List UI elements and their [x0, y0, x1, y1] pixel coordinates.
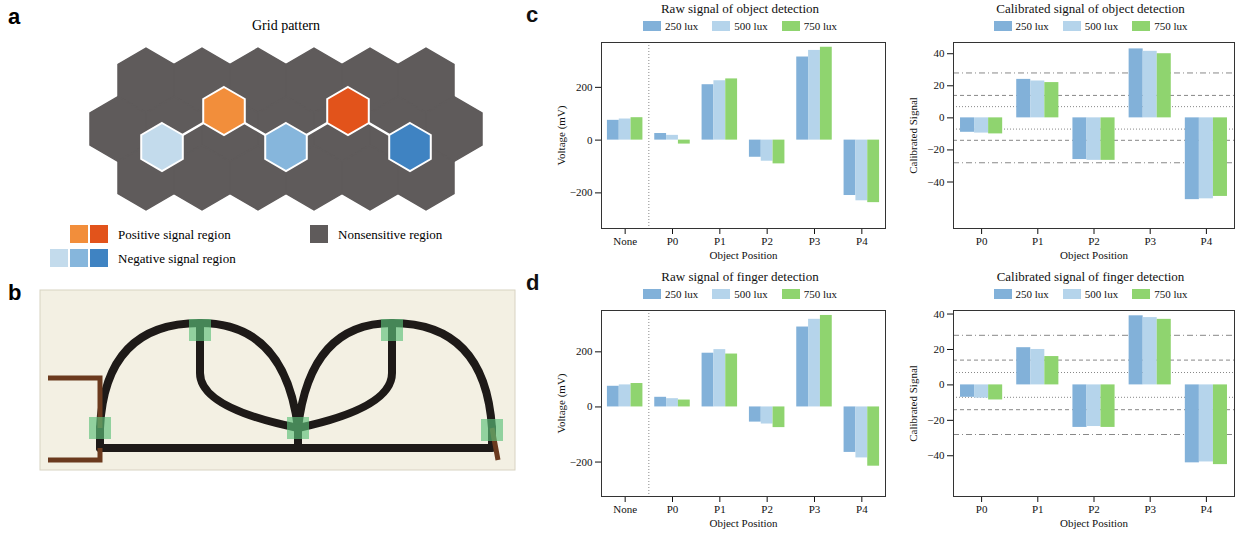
svg-text:−40: −40 — [927, 176, 945, 188]
svg-text:Object Position: Object Position — [709, 249, 778, 261]
svg-text:P2: P2 — [761, 235, 773, 247]
html-text:Calibrated signal of finger de: Calibrated signal of finger detection — [996, 269, 1185, 284]
svg-text:P3: P3 — [1144, 503, 1156, 515]
svg-text:Voltage (mV): Voltage (mV) — [555, 373, 568, 433]
svg-text:P0: P0 — [667, 235, 679, 247]
svg-text:Voltage (mV): Voltage (mV) — [555, 105, 568, 165]
html-text:500 lux: 500 lux — [734, 20, 768, 32]
svg-text:P1: P1 — [714, 235, 726, 247]
svg-text:0: 0 — [587, 134, 593, 146]
svg-text:P4: P4 — [856, 503, 868, 515]
html-text:500 lux: 500 lux — [1084, 20, 1119, 32]
html-text:Raw signal of finger detection: Raw signal of finger detection — [661, 269, 819, 284]
svg-text:P1: P1 — [1032, 235, 1044, 247]
svg-text:P4: P4 — [1201, 503, 1213, 515]
svg-text:P2: P2 — [1088, 503, 1100, 515]
svg-text:P4: P4 — [856, 235, 868, 247]
svg-text:Object Position: Object Position — [1060, 249, 1129, 261]
svg-text:0: 0 — [939, 378, 945, 390]
svg-text:−200: −200 — [570, 186, 593, 198]
svg-text:None: None — [613, 235, 637, 247]
svg-text:P3: P3 — [809, 235, 821, 247]
html-text:250 lux: 250 lux — [665, 20, 699, 32]
html-text:250 lux: 250 lux — [1015, 20, 1049, 32]
svg-text:P0: P0 — [976, 503, 988, 515]
html-text:250 lux: 250 lux — [1015, 288, 1049, 300]
svg-text:Nonsensitive region: Nonsensitive region — [338, 227, 443, 242]
svg-text:20: 20 — [934, 79, 946, 91]
svg-text:Object Position: Object Position — [709, 517, 778, 529]
svg-text:Negative signal region: Negative signal region — [118, 251, 236, 266]
svg-text:−20: −20 — [927, 143, 945, 155]
html-text:750 lux: 750 lux — [1154, 288, 1188, 300]
html-text:d: d — [526, 270, 540, 295]
svg-text:P0: P0 — [667, 503, 679, 515]
html-text:750 lux: 750 lux — [803, 288, 837, 300]
svg-text:40: 40 — [934, 308, 946, 320]
html-text:500 lux: 500 lux — [1084, 288, 1119, 300]
svg-text:0: 0 — [587, 400, 593, 412]
svg-text:P3: P3 — [809, 503, 821, 515]
svg-text:P3: P3 — [1144, 235, 1156, 247]
html-text:750 lux: 750 lux — [1154, 20, 1188, 32]
svg-text:20: 20 — [934, 343, 946, 355]
svg-text:a: a — [8, 4, 21, 29]
svg-text:P1: P1 — [1032, 503, 1044, 515]
html-text:Calibrated signal of object de: Calibrated signal of object detection — [996, 1, 1185, 16]
html-text:250 lux: 250 lux — [665, 288, 699, 300]
svg-text:None: None — [613, 503, 637, 515]
svg-text:Calibrated Signal: Calibrated Signal — [907, 365, 919, 442]
svg-text:P0: P0 — [976, 235, 988, 247]
svg-text:Object Position: Object Position — [1060, 517, 1129, 529]
svg-text:P2: P2 — [1088, 235, 1100, 247]
svg-text:0: 0 — [939, 111, 945, 123]
html-text:750 lux: 750 lux — [803, 20, 837, 32]
svg-text:40: 40 — [934, 47, 946, 59]
svg-text:b: b — [8, 280, 21, 305]
svg-text:P2: P2 — [761, 503, 773, 515]
html-text:Raw signal of object detection: Raw signal of object detection — [660, 1, 820, 16]
svg-text:P4: P4 — [1201, 235, 1213, 247]
svg-text:200: 200 — [576, 81, 593, 93]
html-text:500 lux: 500 lux — [734, 288, 768, 300]
svg-text:Grid pattern: Grid pattern — [252, 18, 320, 33]
html-text:c: c — [526, 2, 539, 27]
svg-text:P1: P1 — [714, 503, 726, 515]
svg-text:200: 200 — [576, 345, 593, 357]
svg-text:Positive signal region: Positive signal region — [118, 227, 231, 242]
svg-text:Calibrated Signal: Calibrated Signal — [907, 97, 919, 174]
svg-text:−200: −200 — [570, 456, 593, 468]
svg-text:−20: −20 — [927, 414, 945, 426]
svg-text:−40: −40 — [927, 449, 945, 461]
